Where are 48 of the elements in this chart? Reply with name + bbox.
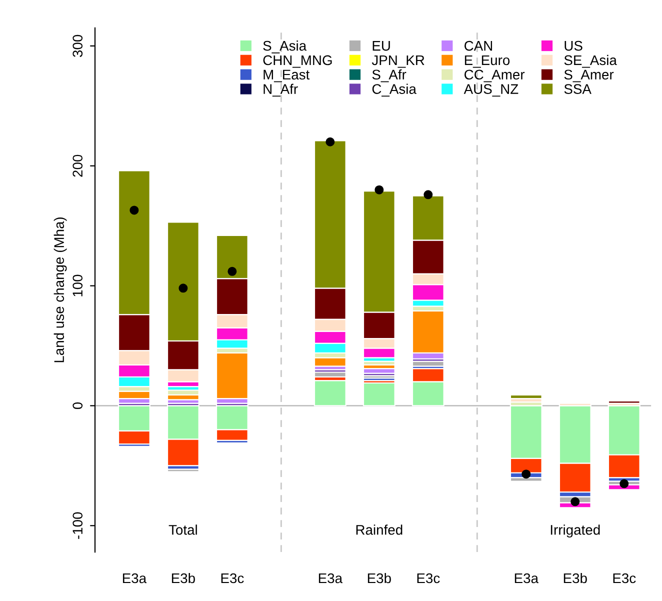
bar	[510, 394, 542, 400]
legend-label: US	[564, 40, 582, 51]
legend-label: SE_Asia	[564, 54, 617, 68]
bar	[362, 382, 396, 406]
annotation: Rainfed	[356, 524, 402, 535]
point	[178, 284, 188, 293]
legend-label: AUS_NZ	[464, 84, 518, 97]
legend-label: CAN	[464, 40, 492, 51]
legend-label: JPN_KR	[372, 55, 424, 68]
point	[570, 497, 580, 506]
legend-label: M_East	[264, 70, 310, 82]
bar	[166, 468, 200, 472]
legend-label: SSA	[564, 84, 592, 94]
annotation: Total	[168, 524, 197, 535]
legend-label: S_Afr	[372, 69, 406, 82]
y-tick-label: 200	[72, 154, 83, 177]
x-tick-label: E3a	[122, 573, 147, 584]
point	[424, 190, 433, 200]
point	[228, 266, 237, 276]
x-tick-label: E3c	[417, 573, 440, 584]
bar	[314, 380, 346, 406]
legend-label: CC_Amer	[464, 70, 525, 82]
y-tick-label: -100	[72, 512, 83, 539]
legend-label: EU	[372, 41, 390, 51]
point	[620, 479, 629, 488]
y-axis-title: Land use change (Mha)	[54, 217, 67, 362]
legend-label: E_Euro	[464, 55, 510, 68]
point	[522, 470, 531, 479]
legend-label: CHN_MNG	[263, 55, 332, 68]
y-tick-label: 300	[72, 34, 83, 57]
point	[326, 137, 335, 146]
y-tick-label: 100	[72, 274, 83, 296]
point	[130, 206, 139, 215]
point	[374, 185, 384, 194]
x-tick-label: E3b	[172, 572, 195, 584]
x-tick-label: E3c	[613, 573, 636, 584]
legend-label: C_Asia	[372, 84, 416, 97]
x-tick-label: E3b	[368, 572, 391, 584]
x-tick-label: E3a	[318, 573, 343, 584]
x-tick-label: E3b	[564, 572, 587, 584]
legend-label: S_Asia	[263, 40, 307, 54]
bar	[608, 400, 640, 404]
x-tick-label: E3c	[221, 573, 244, 584]
y-tick-label: 0	[72, 402, 83, 410]
annotation: Irrigated	[550, 524, 600, 538]
legend-label: N_Afr	[264, 84, 298, 97]
legend-label: S_Amer	[564, 70, 614, 82]
x-tick-label: E3a	[514, 573, 538, 584]
